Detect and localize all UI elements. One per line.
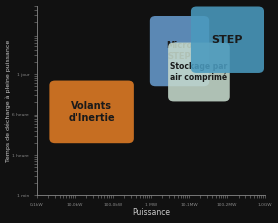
FancyBboxPatch shape	[49, 81, 134, 143]
Text: Volants
d'Inertie: Volants d'Inertie	[68, 101, 115, 123]
Text: Micro
STEP: Micro STEP	[167, 41, 193, 61]
FancyBboxPatch shape	[191, 6, 264, 73]
Y-axis label: Temps de décharge à pleine puissance: Temps de décharge à pleine puissance	[6, 39, 11, 162]
Text: STEP: STEP	[212, 35, 243, 45]
FancyBboxPatch shape	[168, 43, 230, 101]
FancyBboxPatch shape	[150, 16, 209, 86]
Text: Stockage par
air comprimé: Stockage par air comprimé	[170, 62, 228, 82]
X-axis label: Puissance: Puissance	[132, 209, 170, 217]
